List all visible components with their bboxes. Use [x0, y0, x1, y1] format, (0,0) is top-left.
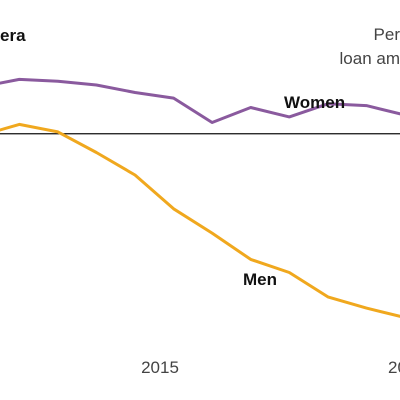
series-line-men	[0, 122, 400, 318]
series-label-men: Men	[243, 270, 277, 289]
x-tick-label-202: 202	[388, 358, 400, 377]
series-line-women	[0, 77, 400, 124]
note-line-2: loan am	[340, 49, 400, 68]
series-label-women: Women	[284, 93, 345, 112]
title-fragment: era	[0, 26, 26, 45]
plot-area	[0, 77, 400, 318]
note-line-1: Per	[374, 25, 400, 44]
x-tick-label-2015: 2015	[141, 358, 179, 377]
